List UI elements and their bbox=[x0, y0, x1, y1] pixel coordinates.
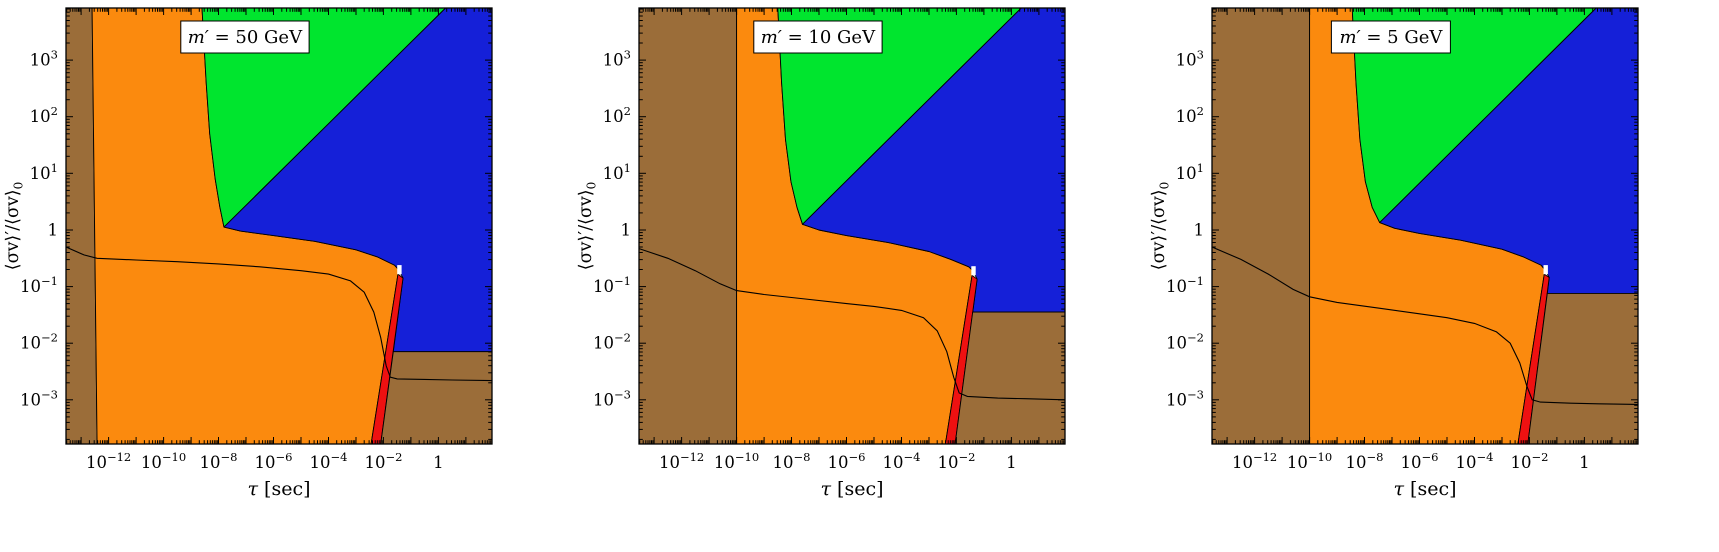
x-tick-label: 10−4 bbox=[1455, 450, 1493, 472]
x-tick-label: 10−6 bbox=[255, 450, 293, 472]
plot-panel-0: 10−12 10−10 10−8 10−6 10−4 10−2 1 10−3 10−2 10−1 1… bbox=[3, 7, 493, 500]
y-tick-label: 102 bbox=[603, 104, 631, 126]
y-axis-label: ⟨σv⟩′/⟨σv⟩0 bbox=[576, 182, 599, 270]
y-tick-label: 10−1 bbox=[593, 274, 631, 296]
x-tick-label: 10−8 bbox=[200, 450, 238, 472]
x-tick-label: 10−12 bbox=[659, 450, 704, 472]
region-red bbox=[370, 273, 404, 444]
region-brown-br bbox=[954, 311, 1065, 444]
x-axis-label: τ [sec] bbox=[1393, 478, 1456, 500]
y-tick-label: 10−2 bbox=[20, 331, 58, 353]
contour-curve bbox=[66, 246, 492, 382]
x-tick-label: 10−2 bbox=[1510, 450, 1548, 472]
regions-group bbox=[66, 8, 492, 444]
x-tick-label: 1 bbox=[1006, 453, 1017, 472]
panel-title-box bbox=[180, 20, 310, 54]
contour-curve bbox=[639, 248, 1065, 401]
y-tick-label: 102 bbox=[30, 104, 58, 126]
white-notch bbox=[1543, 265, 1548, 275]
y-tick-label: 10−1 bbox=[20, 274, 58, 296]
y-tick-label: 103 bbox=[1176, 48, 1204, 70]
panel-title: m′ = 50 GeV bbox=[188, 27, 303, 48]
x-axis-label: τ [sec] bbox=[247, 478, 310, 500]
y-tick-label: 10−3 bbox=[1166, 387, 1204, 409]
panel-title-box bbox=[753, 20, 883, 54]
plot-panel-1: 10−12 10−10 10−8 10−6 10−4 10−2 1 10−3 10−2 10−1 1… bbox=[576, 7, 1066, 500]
x-tick-label: 10−10 bbox=[141, 450, 186, 472]
x-tick-label: 1 bbox=[433, 453, 444, 472]
x-tick-label: 10−10 bbox=[714, 450, 759, 472]
panel-title: m′ = 5 GeV bbox=[1339, 27, 1443, 48]
plot-frame bbox=[638, 7, 1066, 445]
y-tick-label: 10−2 bbox=[593, 331, 631, 353]
panel-title: m′ = 10 GeV bbox=[761, 27, 876, 48]
x-tick-label: 10−2 bbox=[364, 450, 402, 472]
x-tick-label: 10−2 bbox=[937, 450, 975, 472]
x-tick-label: 10−10 bbox=[1287, 450, 1332, 472]
x-tick-label: 10−8 bbox=[773, 450, 811, 472]
y-axis-label: ⟨σv⟩′/⟨σv⟩0 bbox=[1149, 182, 1172, 270]
regions-group bbox=[1212, 8, 1638, 444]
y-tick-label: 1 bbox=[621, 220, 632, 239]
panel-2: 10−12 10−10 10−8 10−6 10−4 10−2 1 10−3 10−2 10−1 1… bbox=[1146, 0, 1719, 552]
y-tick-label: 101 bbox=[603, 161, 631, 183]
plot-frame bbox=[1211, 7, 1639, 445]
x-tick-label: 10−6 bbox=[828, 450, 866, 472]
y-tick-label: 103 bbox=[603, 48, 631, 70]
region-red bbox=[944, 274, 978, 444]
x-tick-label: 10−12 bbox=[86, 450, 131, 472]
y-tick-label: 101 bbox=[30, 161, 58, 183]
white-notch bbox=[397, 265, 402, 275]
x-tick-label: 10−12 bbox=[1232, 450, 1277, 472]
region-brown-br bbox=[1527, 292, 1638, 444]
plot-frame bbox=[65, 7, 493, 445]
x-tick-label: 1 bbox=[1579, 453, 1590, 472]
contour-curve bbox=[1212, 246, 1638, 405]
x-tick-label: 10−4 bbox=[882, 450, 920, 472]
region-brown-br bbox=[380, 351, 492, 444]
region-red bbox=[1517, 273, 1550, 444]
y-tick-label: 10−2 bbox=[1166, 331, 1204, 353]
panel-0: 10−12 10−10 10−8 10−6 10−4 10−2 1 10−3 10−2 10−1 1… bbox=[0, 0, 573, 552]
y-tick-label: 101 bbox=[1176, 161, 1204, 183]
y-tick-label: 103 bbox=[30, 48, 58, 70]
y-tick-label: 10−3 bbox=[593, 387, 631, 409]
y-tick-label: 102 bbox=[1176, 104, 1204, 126]
plot-panel-2: 10−12 10−10 10−8 10−6 10−4 10−2 1 10−3 10−2 10−1 1… bbox=[1149, 7, 1639, 500]
y-tick-label: 10−1 bbox=[1166, 274, 1204, 296]
y-tick-label: 1 bbox=[48, 220, 59, 239]
x-axis-label: τ [sec] bbox=[820, 478, 883, 500]
panel-1: 10−12 10−10 10−8 10−6 10−4 10−2 1 10−3 10−2 10−1 1… bbox=[573, 0, 1146, 552]
white-notch bbox=[971, 266, 976, 276]
x-tick-label: 10−4 bbox=[309, 450, 347, 472]
x-tick-label: 10−8 bbox=[1346, 450, 1384, 472]
region-brown-left bbox=[66, 8, 98, 444]
y-axis-label: ⟨σv⟩′/⟨σv⟩0 bbox=[3, 182, 26, 270]
y-tick-label: 10−3 bbox=[20, 387, 58, 409]
ticks-group bbox=[639, 8, 1065, 444]
region-brown-left bbox=[639, 8, 738, 444]
region-brown-left bbox=[1212, 8, 1311, 444]
x-tick-label: 10−6 bbox=[1401, 450, 1439, 472]
panel-title-box bbox=[1330, 20, 1451, 54]
y-tick-label: 1 bbox=[1194, 220, 1205, 239]
regions-group bbox=[639, 8, 1065, 444]
